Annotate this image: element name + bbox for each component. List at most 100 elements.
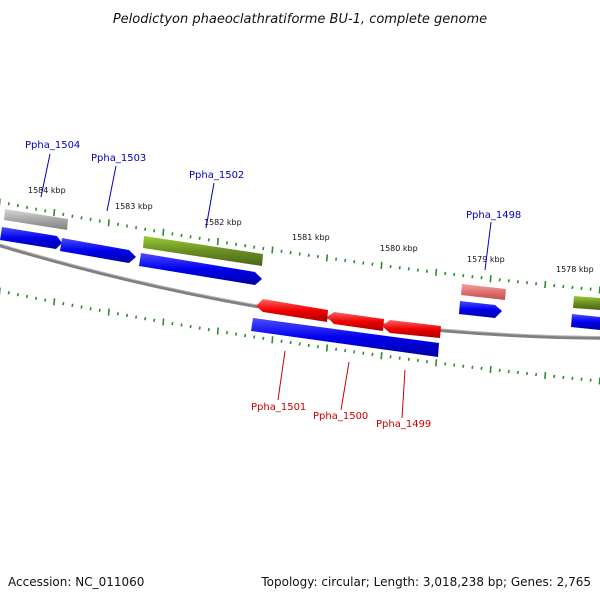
minor-tick: [425, 360, 429, 364]
minor-tick: [425, 269, 429, 273]
major-tick: [325, 344, 329, 352]
minor-tick: [153, 229, 156, 233]
kbp-label: 1578 kbp: [556, 265, 594, 274]
minor-tick: [62, 301, 65, 306]
gene-feature-ppha-1498[interactable]: [461, 284, 506, 300]
minor-tick: [371, 352, 374, 357]
cds-arrow-ppha-1502[interactable]: [139, 253, 262, 285]
major-tick: [107, 308, 110, 316]
minor-tick: [362, 351, 365, 355]
cds-bar-reverse[interactable]: [251, 318, 439, 357]
minor-tick: [416, 358, 419, 363]
minor-tick: [307, 253, 310, 257]
minor-tick: [389, 355, 392, 359]
minor-tick: [71, 303, 74, 307]
minor-tick: [189, 324, 192, 329]
gene-arrow-ppha-1499[interactable]: [382, 320, 441, 338]
minor-tick: [144, 227, 147, 231]
minor-tick: [480, 276, 483, 280]
minor-tick: [244, 333, 247, 338]
minor-tick: [225, 330, 229, 335]
major-tick: [435, 359, 438, 367]
leader-line: [205, 182, 215, 229]
minor-tick: [125, 224, 129, 228]
major-tick: [216, 327, 219, 335]
minor-tick: [207, 327, 210, 332]
major-tick: [380, 261, 383, 269]
forward-gene-features: [4, 209, 600, 310]
leader-line: [401, 369, 406, 419]
minor-tick: [353, 260, 356, 264]
minor-tick: [235, 242, 238, 246]
minor-tick: [298, 252, 301, 256]
minor-tick: [80, 216, 83, 220]
leader-line: [277, 350, 286, 401]
gene-arrow-ppha-1501[interactable]: [256, 299, 328, 322]
minor-tick: [144, 317, 147, 321]
map-title: Pelodictyon phaeoclathratiforme BU-1, co…: [113, 12, 487, 27]
genome-backbone: [0, 243, 600, 340]
kbp-label: 1583 kbp: [115, 202, 153, 211]
gene-label-ppha-1499[interactable]: Ppha_1499: [376, 419, 431, 430]
minor-tick: [580, 377, 583, 381]
gene-label-ppha-1500[interactable]: Ppha_1500: [313, 411, 368, 422]
major-tick: [544, 281, 547, 289]
minor-tick: [407, 267, 410, 271]
genome-stats-text: Topology: circular; Length: 3,018,238 bp…: [260, 575, 591, 589]
gene-label-ppha-1501[interactable]: Ppha_1501: [251, 402, 306, 413]
upper-kbp-ticks: [0, 198, 600, 294]
major-tick: [271, 246, 274, 254]
minor-tick: [180, 323, 183, 327]
gene-label-ppha-1504[interactable]: Ppha_1504: [25, 140, 80, 151]
minor-tick: [398, 266, 401, 270]
minor-tick: [116, 222, 119, 227]
cds-arrow[interactable]: [0, 227, 62, 249]
minor-tick: [135, 225, 138, 230]
major-tick: [489, 365, 492, 373]
minor-tick: [98, 219, 101, 223]
minor-tick: [280, 249, 283, 253]
minor-tick: [507, 369, 510, 374]
minor-tick: [462, 273, 465, 278]
cds-arrow-edge[interactable]: [571, 314, 600, 330]
minor-tick: [353, 350, 356, 354]
cds-arrow-ppha-1498[interactable]: [459, 301, 502, 318]
minor-tick: [16, 293, 19, 297]
minor-tick: [335, 257, 338, 261]
minor-tick: [80, 305, 83, 309]
minor-tick: [244, 244, 247, 248]
gene-label-ppha-1498[interactable]: Ppha_1498: [466, 210, 521, 221]
minor-tick: [535, 282, 538, 286]
forward-cds-features: [0, 227, 600, 330]
label-leaders: [40, 153, 492, 419]
minor-tick: [89, 307, 92, 311]
minor-tick: [289, 251, 292, 255]
cds-arrow-ppha-1503[interactable]: [60, 238, 136, 263]
minor-tick: [453, 272, 456, 277]
minor-tick: [280, 339, 283, 343]
minor-tick: [507, 279, 510, 283]
gene-feature-edge[interactable]: [573, 296, 600, 310]
gene-label-ppha-1502[interactable]: Ppha_1502: [189, 170, 244, 181]
minor-tick: [562, 284, 565, 289]
major-tick: [325, 254, 329, 262]
minor-tick: [253, 245, 256, 249]
gene-feature-ppha-1502[interactable]: [143, 236, 263, 266]
minor-tick: [462, 364, 465, 368]
minor-tick: [44, 298, 47, 302]
major-tick: [53, 298, 56, 306]
minor-tick: [7, 291, 10, 295]
gene-arrow-ppha-1500[interactable]: [327, 312, 384, 331]
minor-tick: [98, 308, 101, 313]
minor-tick: [262, 336, 265, 341]
gene-feature-grey[interactable]: [4, 209, 68, 230]
major-tick: [380, 352, 383, 360]
minor-tick: [235, 332, 238, 336]
gene-label-ppha-1503[interactable]: Ppha_1503: [91, 153, 146, 164]
minor-tick: [525, 371, 529, 376]
minor-tick: [125, 313, 129, 318]
leader-line: [106, 165, 117, 212]
minor-tick: [225, 241, 229, 245]
minor-tick: [471, 365, 474, 369]
